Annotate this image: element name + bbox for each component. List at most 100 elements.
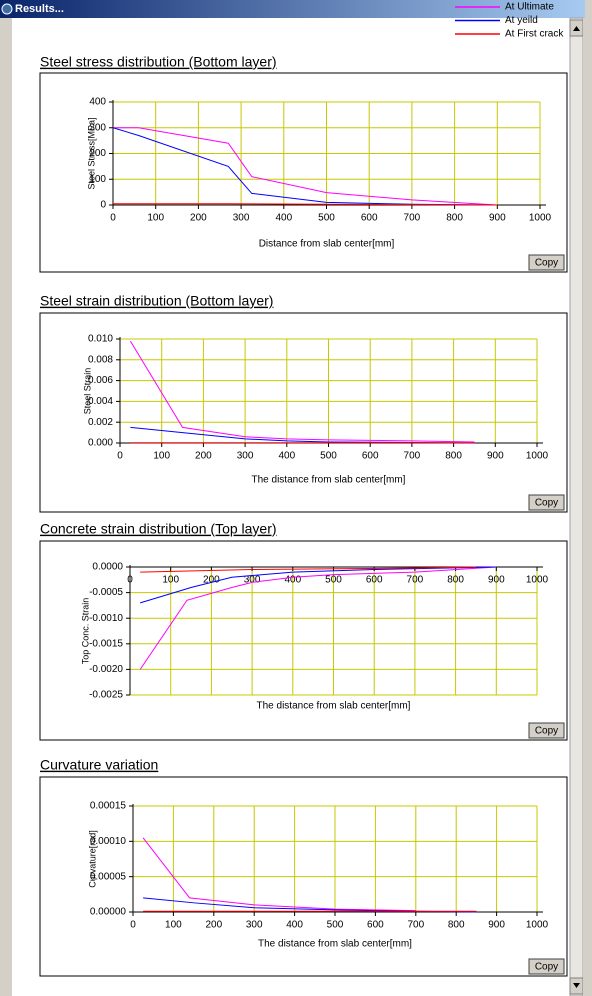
y-tick-label: -0.0015 xyxy=(89,638,123,649)
y-axis-label: Top Conc. Strain xyxy=(80,598,90,665)
x-tick-label: 800 xyxy=(448,920,465,931)
x-tick-label: 1000 xyxy=(526,451,549,462)
y-tick-label: -0.0025 xyxy=(89,690,123,701)
x-tick-label: 200 xyxy=(205,920,222,931)
series-line xyxy=(139,566,497,670)
series-line xyxy=(129,340,475,443)
y-axis-label: Steel Stress[MPa] xyxy=(86,117,96,189)
legend-label: At Ultimate xyxy=(505,2,554,13)
y-axis-label: Curvature[rad] xyxy=(87,830,97,888)
x-tick-label: 800 xyxy=(446,213,463,224)
x-tick-label: 200 xyxy=(195,451,212,462)
y-tick-label: -0.0020 xyxy=(89,664,123,675)
chart-title: Steel stress distribution (Bottom layer) xyxy=(40,54,277,70)
down-arrow xyxy=(573,983,580,988)
chart-title: Concrete strain distribution (Top layer) xyxy=(40,521,277,537)
x-tick-label: 500 xyxy=(318,213,335,224)
y-tick-label: 0.002 xyxy=(88,417,113,428)
y-tick-label: 0.006 xyxy=(88,375,113,386)
x-axis-label: The distance from slab center[mm] xyxy=(252,475,406,486)
x-tick-label: 200 xyxy=(203,575,220,586)
y-tick-label: 200 xyxy=(89,148,106,159)
y-tick-label: -0.0005 xyxy=(89,587,123,598)
chart-frame xyxy=(39,540,568,741)
copy-button[interactable] xyxy=(528,254,565,271)
chart-frame xyxy=(39,72,568,273)
copy-button[interactable] xyxy=(528,494,565,511)
y-tick-label: -0.0010 xyxy=(89,613,123,624)
copy-button-label: Copy xyxy=(535,962,558,973)
x-tick-label: 500 xyxy=(327,920,344,931)
x-axis-label: The distance from slab center[mm] xyxy=(257,701,411,712)
copy-button-label: Copy xyxy=(535,498,558,509)
x-tick-label: 700 xyxy=(404,213,421,224)
title-bar xyxy=(0,0,585,18)
y-tick-label: 0.00010 xyxy=(90,836,127,847)
legend-label: At First crack xyxy=(505,29,564,40)
y-tick-label: 400 xyxy=(89,97,106,108)
x-tick-label: 400 xyxy=(284,575,301,586)
x-tick-label: 300 xyxy=(237,451,254,462)
series-line xyxy=(113,203,498,206)
x-tick-label: 100 xyxy=(165,920,182,931)
y-tick-label: 0.008 xyxy=(88,354,113,365)
x-tick-label: 900 xyxy=(487,451,504,462)
x-tick-label: 500 xyxy=(325,575,342,586)
copy-button[interactable] xyxy=(528,958,565,975)
x-tick-label: 400 xyxy=(286,920,303,931)
x-tick-label: 600 xyxy=(362,451,379,462)
y-tick-label: 0.00000 xyxy=(90,907,127,918)
x-tick-label: 300 xyxy=(244,575,261,586)
y-tick-label: 0.000 xyxy=(88,438,113,449)
close-button[interactable] xyxy=(585,0,592,18)
scrollbar[interactable] xyxy=(569,17,584,996)
window-icon xyxy=(1,3,13,15)
copy-button[interactable] xyxy=(528,722,565,739)
copy-button-label: Copy xyxy=(535,726,558,737)
x-tick-label: 900 xyxy=(489,213,506,224)
x-tick-label: 300 xyxy=(246,920,263,931)
y-tick-label: 0.010 xyxy=(88,334,113,345)
x-tick-label: 100 xyxy=(147,213,164,224)
x-tick-label: 0 xyxy=(130,920,136,931)
x-tick-label: 800 xyxy=(447,575,464,586)
x-tick-label: 900 xyxy=(488,920,505,931)
y-tick-label: 100 xyxy=(89,174,106,185)
y-tick-label: 300 xyxy=(89,122,106,133)
x-tick-label: 0 xyxy=(117,451,123,462)
x-tick-label: 800 xyxy=(445,451,462,462)
x-tick-label: 400 xyxy=(275,213,292,224)
series-line xyxy=(142,837,416,912)
up-arrow xyxy=(573,26,580,31)
x-tick-label: 100 xyxy=(162,575,179,586)
chart-title: Curvature variation xyxy=(40,757,158,773)
window-title: Results... xyxy=(15,3,64,15)
x-tick-label: 300 xyxy=(233,213,250,224)
x-tick-label: 600 xyxy=(361,213,378,224)
series-line xyxy=(113,127,498,206)
x-tick-label: 900 xyxy=(488,575,505,586)
x-tick-label: 200 xyxy=(190,213,207,224)
x-tick-label: 600 xyxy=(366,575,383,586)
x-tick-label: 1000 xyxy=(526,575,549,586)
y-tick-label: 0.00015 xyxy=(90,801,127,812)
x-axis-label: Distance from slab center[mm] xyxy=(259,239,395,250)
x-tick-label: 1000 xyxy=(529,213,552,224)
x-tick-label: 700 xyxy=(407,575,424,586)
x-tick-label: 700 xyxy=(404,451,421,462)
y-axis-label: Steel Strain xyxy=(82,368,92,415)
x-tick-label: 100 xyxy=(153,451,170,462)
x-tick-label: 400 xyxy=(278,451,295,462)
chart-frame xyxy=(39,312,568,513)
x-tick-label: 1000 xyxy=(526,920,549,931)
left-frame xyxy=(0,0,12,996)
chart-title: Steel strain distribution (Bottom layer) xyxy=(40,293,273,309)
x-tick-label: 700 xyxy=(407,920,424,931)
x-axis-label: The distance from slab center[mm] xyxy=(258,939,412,950)
x-tick-label: 600 xyxy=(367,920,384,931)
series-line xyxy=(140,566,497,604)
y-tick-label: 0.0000 xyxy=(92,562,123,573)
y-tick-label: 0 xyxy=(100,200,106,211)
